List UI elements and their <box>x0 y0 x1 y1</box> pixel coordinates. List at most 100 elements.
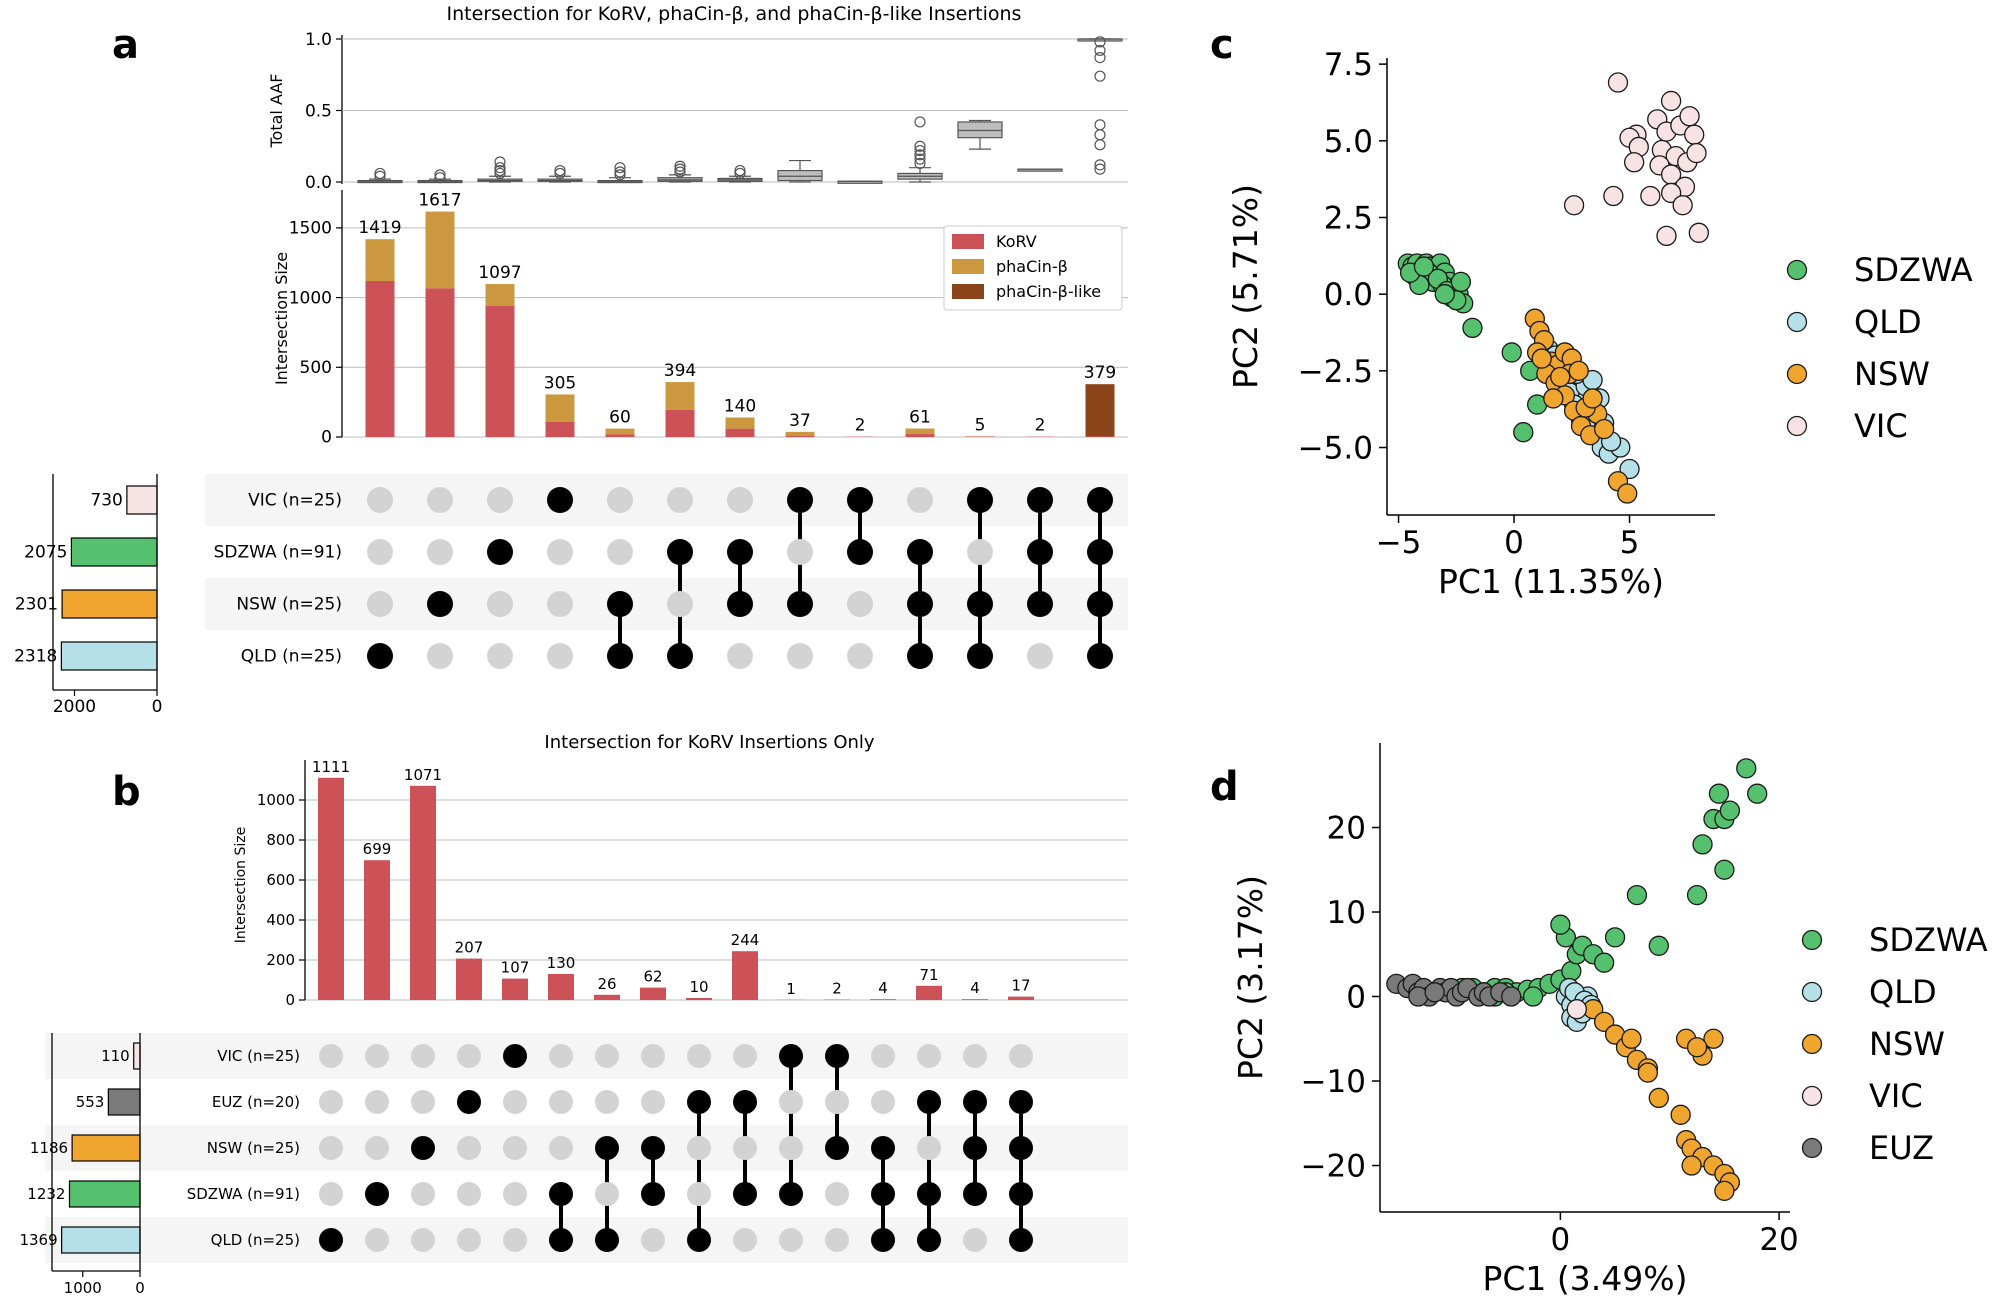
matrix-dot-active <box>641 1136 665 1160</box>
legend-label: VIC <box>1869 1077 1923 1115</box>
point-vic <box>1640 185 1661 207</box>
matrix-dot-inactive <box>365 1090 389 1114</box>
set-label: NSW (n=25) <box>236 595 342 615</box>
matrix-dot-inactive <box>547 539 573 565</box>
matrix-dot-active <box>667 643 693 669</box>
box-outlier <box>674 160 686 172</box>
matrix-dot-inactive <box>779 1228 803 1252</box>
legend-swatch <box>952 259 984 274</box>
bar-segment-korv <box>725 428 755 437</box>
bar <box>456 958 482 1000</box>
matrix-dot-inactive <box>595 1090 619 1114</box>
set-label: VIC (n=25) <box>217 1047 300 1065</box>
bar <box>364 860 390 1000</box>
box-outlier <box>554 164 566 177</box>
bar-value-label: 2 <box>1035 416 1046 436</box>
set-x-tick-label: 0 <box>152 697 163 717</box>
matrix-dot-active <box>825 1044 849 1068</box>
box-outlier <box>614 169 626 181</box>
matrix-dot-active <box>1087 539 1113 565</box>
bar-value-label: 379 <box>1084 363 1116 383</box>
matrix-dot-active <box>727 591 753 617</box>
pca-panel-c: −5 0 5 −5.0 −2.5 0.0 2.5 5.0 7.5 PC1 (11.35%) PC2 … <box>1226 47 1973 601</box>
bar-segment-phacin_beta <box>425 211 455 289</box>
matrix-dot-active <box>1027 591 1053 617</box>
matrix-dot-inactive <box>549 1044 573 1068</box>
bar-segment-korv <box>485 305 515 437</box>
box-outlier <box>374 167 386 180</box>
bar-value-label: 26 <box>597 975 616 993</box>
bar-y-tick-label: 1500 <box>289 219 332 239</box>
bar-value-label: 60 <box>609 408 631 428</box>
bar-value-label: 1419 <box>358 218 401 238</box>
matrix-dot-inactive <box>779 1090 803 1114</box>
matrix-dot-inactive <box>727 487 753 513</box>
legend-label: NSW <box>1854 355 1930 393</box>
bar-segment-phacin_beta <box>785 431 815 437</box>
matrix-dot-active <box>917 1228 941 1252</box>
matrix-dot-inactive <box>427 643 453 669</box>
point-sdzwa <box>1501 342 1522 363</box>
set-size-label: 110 <box>101 1047 130 1065</box>
bar <box>732 951 758 1000</box>
matrix-dot-inactive <box>457 1044 481 1068</box>
point-vic <box>1566 999 1587 1020</box>
matrix-dot-inactive <box>917 1044 941 1068</box>
matrix-dot-active <box>847 487 873 513</box>
point-vic <box>1603 185 1624 207</box>
point-vic <box>1672 195 1693 216</box>
bar-segment-korv <box>785 436 815 437</box>
point-vic <box>1660 90 1682 112</box>
legend-marker-vic <box>1801 1085 1823 1107</box>
matrix-dot-inactive <box>607 539 633 565</box>
legend-label: phaCin-β-like <box>996 282 1101 301</box>
box-outlier <box>674 163 686 175</box>
bar-segment-phacin_beta <box>545 394 575 422</box>
matrix-dot-active <box>733 1182 757 1206</box>
legend-label: EUZ <box>1869 1129 1934 1167</box>
matrix-dot-active <box>667 539 693 565</box>
bar-value-label: 207 <box>455 939 484 957</box>
legend-marker-qld <box>1786 311 1808 333</box>
bar <box>640 987 666 1000</box>
bar <box>916 985 942 1000</box>
bar-y-tick-label: 400 <box>266 911 295 929</box>
box-y-tick-label: 0.0 <box>305 173 332 193</box>
bar-segment-korv <box>365 280 395 437</box>
bar-segment-phacin_beta <box>665 382 695 410</box>
matrix-dot-active <box>871 1228 895 1252</box>
set-size-label: 1186 <box>30 1139 68 1157</box>
box-outlier <box>914 157 926 170</box>
set-size-label: 2318 <box>14 647 57 667</box>
matrix-dot-inactive <box>963 1044 987 1068</box>
point-sdzwa <box>1522 986 1544 1007</box>
bar-value-label: 1071 <box>404 766 442 784</box>
matrix-dot-inactive <box>607 487 633 513</box>
x-axis-label: PC1 (3.49%) <box>1482 1259 1687 1298</box>
y-tick-label: 2.5 <box>1324 200 1373 236</box>
matrix-dot-active <box>549 1228 573 1252</box>
point-nsw <box>1703 1028 1724 1049</box>
set-size-bar <box>126 485 158 515</box>
box-outlier <box>554 167 566 180</box>
matrix-dot-active <box>847 539 873 565</box>
matrix-dot-inactive <box>787 539 813 565</box>
point-sdzwa <box>1719 800 1741 821</box>
matrix-dot-inactive <box>825 1182 849 1206</box>
bar-value-label: 1097 <box>478 263 521 283</box>
y-axis-label: PC2 (3.17%) <box>1231 875 1270 1080</box>
chart-title: Intersection for KoRV, phaCin-β, and pha… <box>447 3 1022 25</box>
matrix-dot-inactive <box>547 591 573 617</box>
matrix-dot-inactive <box>457 1136 481 1160</box>
box-outlier <box>914 116 926 128</box>
point-nsw <box>1593 418 1615 440</box>
matrix-dot-inactive <box>319 1182 343 1206</box>
matrix-dot-active <box>963 1090 987 1114</box>
bar-value-label: 71 <box>919 966 938 984</box>
matrix-dot-inactive <box>365 1044 389 1068</box>
point-sdzwa <box>1626 884 1648 906</box>
point-nsw <box>1714 1180 1735 1202</box>
y-tick-label: 7.5 <box>1324 47 1373 83</box>
set-label: VIC (n=25) <box>248 491 342 511</box>
bar-value-label: 244 <box>731 931 760 949</box>
